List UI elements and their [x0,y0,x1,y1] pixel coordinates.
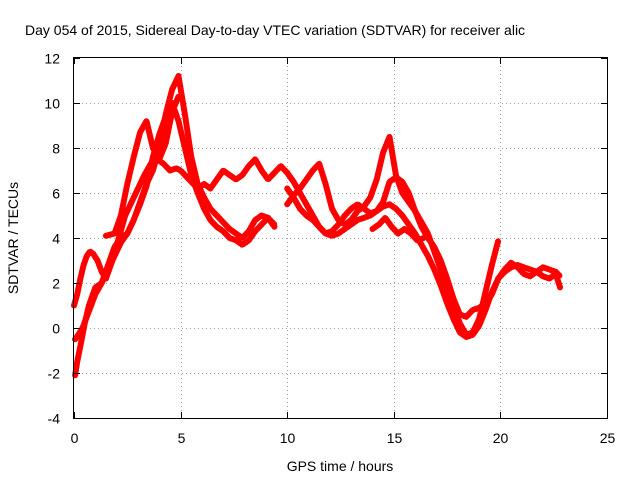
y-tick-label: -2 [48,366,61,382]
x-tick-label: 20 [493,430,509,446]
y-axis-label: SDTVAR / TECUs [5,182,21,294]
grid-lines [74,58,607,418]
data-series [71,73,564,379]
series-track-8 [369,214,427,244]
y-tick-labels: -4 -2 0 2 4 6 8 10 12 [44,51,60,427]
series-core-track-6 [285,187,562,339]
x-tick-label: 10 [280,430,296,446]
x-tick-labels: 0 5 10 15 20 25 [71,430,616,446]
series-core-track-8 [371,216,425,242]
axis-ticks [74,58,608,419]
series-core-track-1 [72,158,289,307]
series-core-track-4 [104,95,180,238]
x-axis-label: GPS time / hours [287,458,394,474]
y-tick-label: 2 [52,276,60,292]
y-tick-label: 4 [52,231,60,247]
x-tick-label: 15 [387,430,403,446]
y-tick-label: 6 [52,186,60,202]
y-tick-label: -4 [48,411,61,427]
series-core-track-2 [73,101,276,341]
y-tick-label: 0 [52,321,60,337]
x-tick-label: 25 [600,430,616,446]
x-tick-label: 5 [178,430,186,446]
series-track-2 [72,100,278,343]
y-tick-label: 12 [44,51,60,67]
plot-frame [73,57,608,419]
x-tick-label: 0 [71,430,79,446]
series-core-track-3 [73,74,276,377]
series-track-3 [72,73,278,379]
series-core-track-7 [285,135,500,337]
chart-title: Day 054 of 2015, Sidereal Day-to-day VTE… [25,22,525,38]
y-tick-label: 10 [44,96,60,112]
y-tick-label: 8 [52,141,60,157]
